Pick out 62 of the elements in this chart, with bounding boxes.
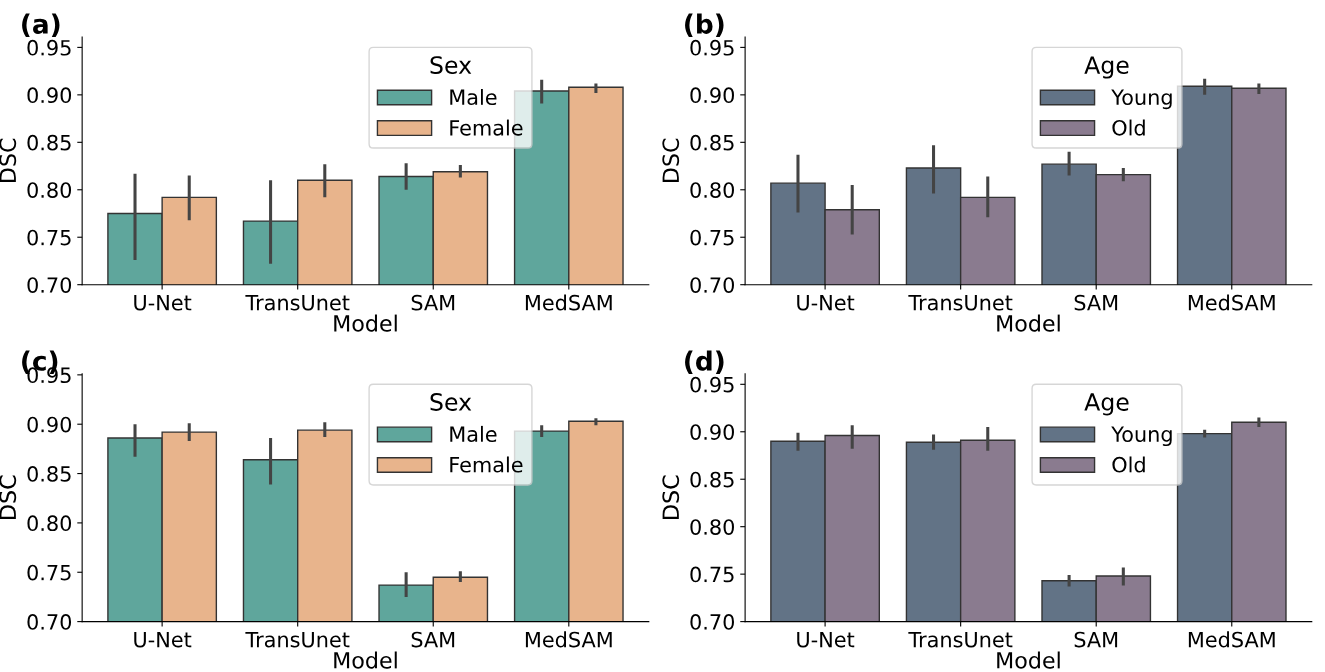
y-tick-label: 0.90 xyxy=(690,87,735,104)
x-tick-label: U-Net xyxy=(134,631,192,648)
y-tick-label: 0.85 xyxy=(27,466,71,482)
y-tick-label: 0.95 xyxy=(27,39,71,56)
y-axis-title: DSC xyxy=(662,475,680,519)
legend-title: Age xyxy=(1084,56,1129,79)
x-axis-title: Model xyxy=(997,651,1060,669)
x-tick-label: TransUnet xyxy=(908,631,1013,648)
y-axis-title: DSC xyxy=(0,475,17,519)
x-tick-label: TransUnet xyxy=(908,295,1013,311)
y-tick-label: 0.80 xyxy=(27,515,72,532)
x-tick-label: MedSAM xyxy=(525,631,612,648)
x-tick-label: MedSAM xyxy=(1188,631,1275,648)
legend-label: Young xyxy=(1111,426,1172,447)
y-tick-label: 0.90 xyxy=(690,424,735,440)
y-tick-label: 0.70 xyxy=(27,277,72,293)
x-tick-label: SAM xyxy=(411,631,455,648)
x-tick-label: U-Net xyxy=(797,631,855,648)
y-tick-label: 0.75 xyxy=(690,229,734,246)
x-tick-label: SAM xyxy=(1074,631,1118,648)
y-tick-label: 0.70 xyxy=(690,277,735,293)
y-tick-label: 0.75 xyxy=(690,566,734,583)
legend-label: Female xyxy=(450,119,523,136)
y-tick-label: 0.70 xyxy=(27,614,72,630)
legend-label: Male xyxy=(450,88,497,106)
x-tick-label: SAM xyxy=(1074,294,1118,311)
legend-title: Sex xyxy=(430,56,472,74)
legend-label: Male xyxy=(450,425,497,443)
legend-label: Female xyxy=(450,456,523,473)
x-tick-label: TransUnet xyxy=(245,631,350,648)
chart-title: (a) xyxy=(22,13,60,38)
x-axis-title: Model xyxy=(334,314,397,332)
legend-label: Young xyxy=(1111,89,1172,110)
chart-title: (d) xyxy=(685,350,724,374)
chart-title: (b) xyxy=(685,13,724,38)
y-tick-label: 0.80 xyxy=(690,182,735,198)
y-axis-title: DSC xyxy=(0,138,17,183)
y-tick-label: 0.75 xyxy=(27,564,71,581)
legend-title: Sex xyxy=(430,393,472,411)
legend-label: Old xyxy=(1112,119,1145,136)
y-tick-label: 0.85 xyxy=(27,134,71,151)
x-tick-label: SAM xyxy=(411,294,455,311)
x-tick-label: U-Net xyxy=(134,295,192,311)
y-axis-title: DSC xyxy=(662,138,680,183)
y-tick-label: 0.80 xyxy=(27,182,72,198)
x-tick-label: MedSAM xyxy=(1188,294,1275,311)
legend-title: Age xyxy=(1084,393,1129,416)
x-tick-label: TransUnet xyxy=(245,295,350,311)
y-tick-label: 0.95 xyxy=(690,39,734,56)
y-tick-label: 0.75 xyxy=(27,229,71,246)
y-tick-label: 0.95 xyxy=(690,376,734,393)
x-tick-label: U-Net xyxy=(797,295,855,311)
legend-label: Old xyxy=(1112,456,1145,473)
y-tick-label: 0.90 xyxy=(27,87,72,104)
y-tick-label: 0.85 xyxy=(690,134,734,151)
x-axis-title: Model xyxy=(997,314,1060,332)
y-tick-label: 0.85 xyxy=(690,471,734,488)
y-tick-label: 0.70 xyxy=(690,614,735,630)
y-tick-label: 0.90 xyxy=(27,416,72,433)
x-axis-title: Model xyxy=(334,651,397,669)
x-tick-label: MedSAM xyxy=(525,294,612,311)
y-tick-label: 0.80 xyxy=(690,519,735,535)
